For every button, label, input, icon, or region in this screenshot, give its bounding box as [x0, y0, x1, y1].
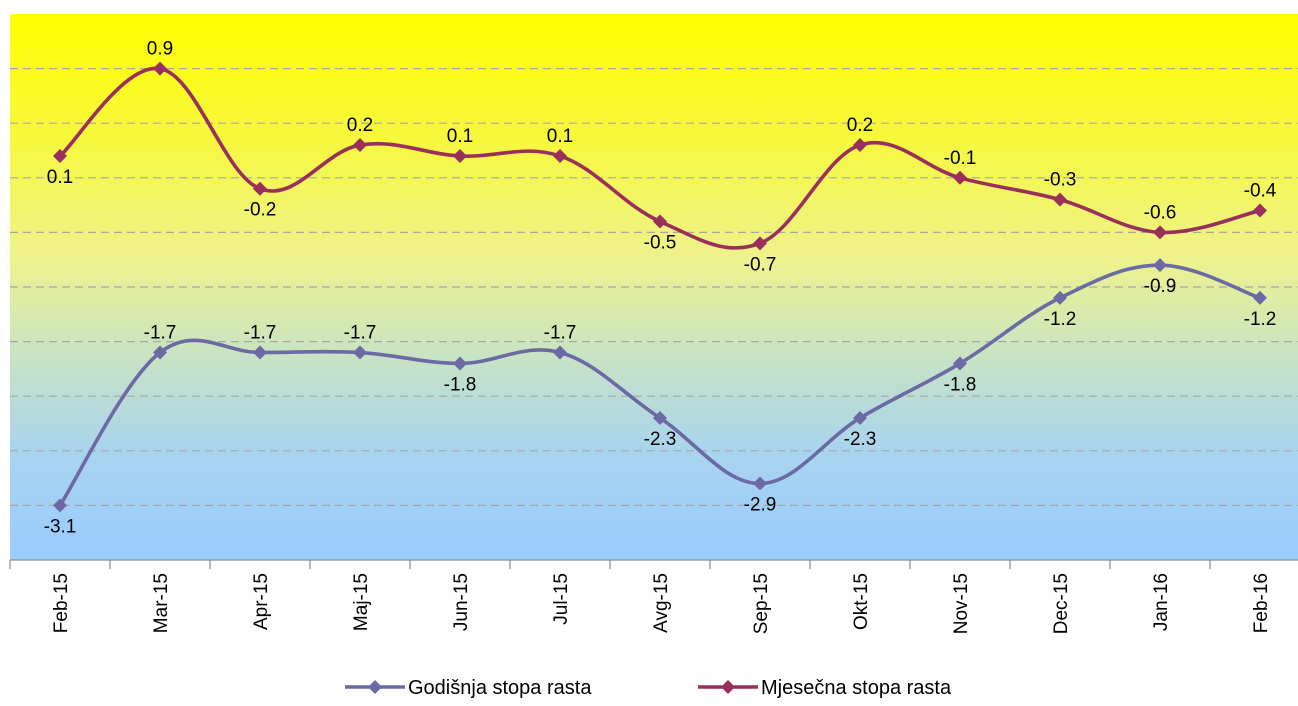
series-marker-monthly: [753, 236, 767, 251]
series-marker-annual: [453, 356, 467, 371]
x-tick-label: Apr-15: [251, 573, 272, 630]
data-label-annual: -2.9: [744, 495, 777, 516]
data-label-monthly: -0.4: [1244, 181, 1277, 202]
data-label-annual: -1.2: [1044, 309, 1077, 330]
series-marker-monthly: [1253, 203, 1267, 218]
series-marker-annual: [853, 411, 867, 426]
series-marker-annual: [1053, 290, 1067, 305]
x-tick-label: Jan-16: [1151, 573, 1172, 631]
data-label-monthly: -0.5: [644, 232, 677, 253]
data-label-annual: -0.9: [1144, 276, 1177, 297]
x-axis: Feb-15 Mar-15 Apr-15 Maj-15 Jun-15 Jul-15 Avg-…: [9, 559, 1298, 634]
data-label-annual: -2.3: [644, 429, 677, 450]
series-marker-monthly: [253, 181, 267, 196]
legend-marker-icon: [368, 680, 382, 694]
data-label-monthly: 0.1: [447, 126, 473, 147]
data-label-annual: -1.7: [144, 323, 177, 344]
data-label-monthly: 0.1: [547, 126, 573, 147]
series-marker-monthly: [153, 61, 167, 76]
series-marker-annual: [153, 345, 167, 360]
data-labels: -3.1 -1.7 -1.7 -1.7 -1.8 -1.7 -2.3 -2.9 -2.3 -1.8…: [44, 39, 1277, 538]
data-label-annual: -1.8: [444, 374, 477, 395]
legend-item-monthly: Mjesečna stopa rasta: [698, 677, 952, 699]
series-lines: [53, 61, 1267, 513]
x-tick-label: Feb-15: [51, 573, 72, 633]
series-marker-annual: [953, 356, 967, 371]
series-marker-monthly: [853, 138, 867, 153]
series-marker-monthly: [553, 148, 567, 163]
legend-item-annual: Godišnja stopa rasta: [345, 677, 592, 699]
series-marker-annual: [353, 345, 367, 360]
data-label-monthly: 0.2: [847, 115, 873, 136]
data-label-annual: -1.7: [544, 323, 577, 344]
series-marker-monthly: [53, 148, 67, 163]
data-label-monthly: -0.1: [944, 148, 977, 169]
data-label-monthly: 0.1: [47, 167, 73, 188]
legend-label: Mjesečna stopa rasta: [761, 677, 952, 699]
series-marker-monthly: [653, 214, 667, 229]
series-marker-monthly: [453, 148, 467, 163]
series-marker-monthly: [1153, 225, 1167, 240]
x-tick-label: Mar-15: [151, 573, 172, 633]
series-marker-annual: [1253, 290, 1267, 305]
series-marker-monthly: [353, 138, 367, 153]
x-tick-label: Jun-15: [451, 573, 472, 631]
gridlines: [10, 67, 1298, 506]
series-marker-annual: [1153, 258, 1167, 273]
x-tick-label: Okt-15: [851, 573, 872, 630]
data-label-monthly: 0.2: [347, 115, 373, 136]
x-tick-label: Sep-15: [751, 573, 772, 634]
data-label-annual: -1.7: [344, 323, 377, 344]
data-label-monthly: -0.7: [744, 254, 777, 275]
x-tick-label: Dec-15: [1051, 573, 1072, 634]
series-marker-monthly: [1053, 192, 1067, 207]
x-tick-label: Nov-15: [951, 573, 972, 634]
data-label-annual: -3.1: [44, 516, 77, 537]
data-label-annual: -1.8: [944, 374, 977, 395]
series-marker-annual: [53, 498, 67, 513]
x-tick-label: Maj-15: [351, 573, 372, 631]
x-tick-label: Feb-16: [1251, 573, 1272, 633]
data-label-annual: -1.2: [1244, 309, 1277, 330]
x-tick-label: Avg-15: [651, 573, 672, 633]
series-marker-annual: [653, 411, 667, 426]
data-label-monthly: -0.6: [1144, 202, 1177, 223]
series-marker-monthly: [953, 170, 967, 185]
legend: Godišnja stopa rasta Mjesečna stopa rasta: [345, 677, 952, 699]
legend-label: Godišnja stopa rasta: [408, 677, 592, 699]
data-label-monthly: -0.3: [1044, 170, 1077, 191]
series-marker-annual: [753, 476, 767, 491]
legend-marker-icon: [721, 680, 735, 694]
data-label-monthly: 0.9: [147, 39, 173, 60]
series-marker-annual: [553, 345, 567, 360]
series-marker-annual: [253, 345, 267, 360]
data-label-annual: -2.3: [844, 429, 877, 450]
data-label-annual: -1.7: [244, 323, 277, 344]
x-tick-label: Jul-15: [551, 573, 572, 625]
data-label-monthly: -0.2: [244, 200, 277, 221]
